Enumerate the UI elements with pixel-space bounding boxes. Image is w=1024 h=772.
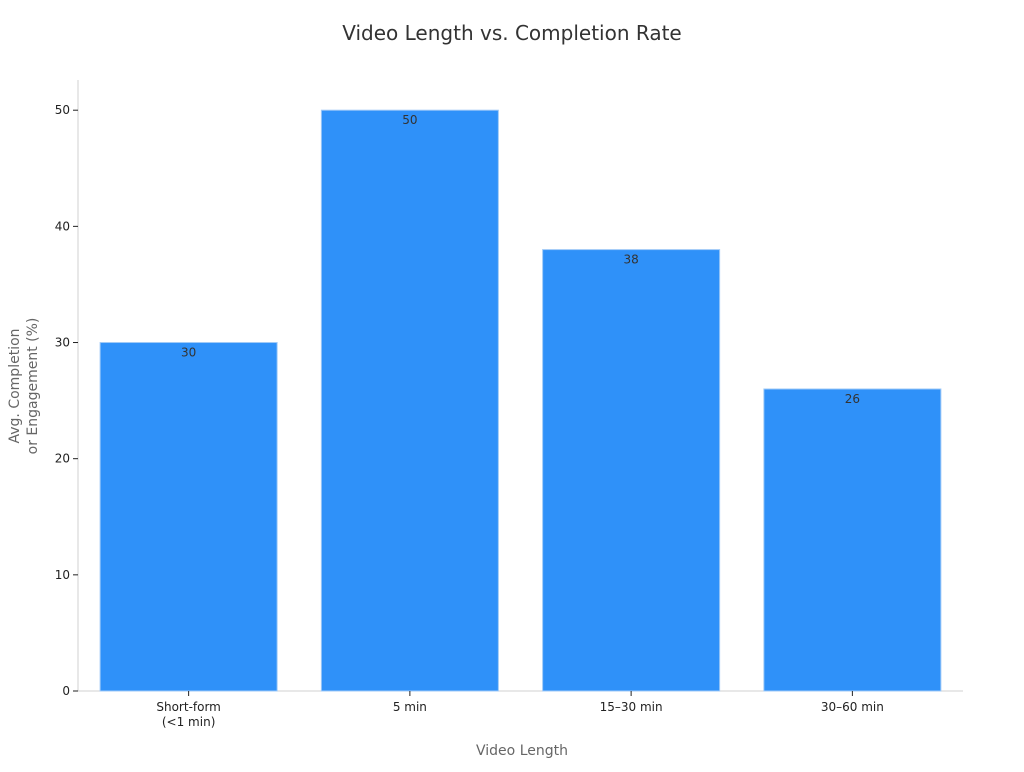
y-tick-label: 30: [55, 336, 70, 350]
bar: [763, 388, 942, 692]
chart-title: Video Length vs. Completion Rate: [342, 21, 681, 45]
x-tick-label: (<1 min): [162, 715, 216, 729]
y-tick-label: 0: [62, 684, 70, 698]
y-axis-title: Avg. Completion or Engagement (%): [7, 318, 41, 455]
x-tick-label: 30–60 min: [821, 700, 884, 714]
bar: [99, 342, 278, 692]
data-label: 50: [402, 113, 417, 127]
x-tick-label: 15–30 min: [600, 700, 663, 714]
x-tick-label: 5 min: [393, 700, 427, 714]
y-axis-title-line-2: or Engagement (%): [25, 318, 41, 455]
bar: [320, 109, 499, 692]
y-axis-title-line-1: Avg. Completion: [7, 328, 23, 443]
y-tick-label: 40: [55, 219, 70, 233]
data-label: 26: [845, 392, 860, 406]
x-axis-title: Video Length: [476, 743, 568, 759]
y-tick-label: 10: [55, 568, 70, 582]
bar: [542, 249, 721, 692]
x-tick-label: Short-form: [156, 700, 221, 714]
data-label: 30: [181, 346, 196, 360]
data-label: 38: [623, 253, 638, 267]
y-tick-label: 50: [55, 103, 70, 117]
y-tick-label: 20: [55, 452, 70, 466]
plot-area: 0 10 20 30 40 50 30 Short-form(<1 min) 50 5 min 38…: [55, 80, 963, 729]
